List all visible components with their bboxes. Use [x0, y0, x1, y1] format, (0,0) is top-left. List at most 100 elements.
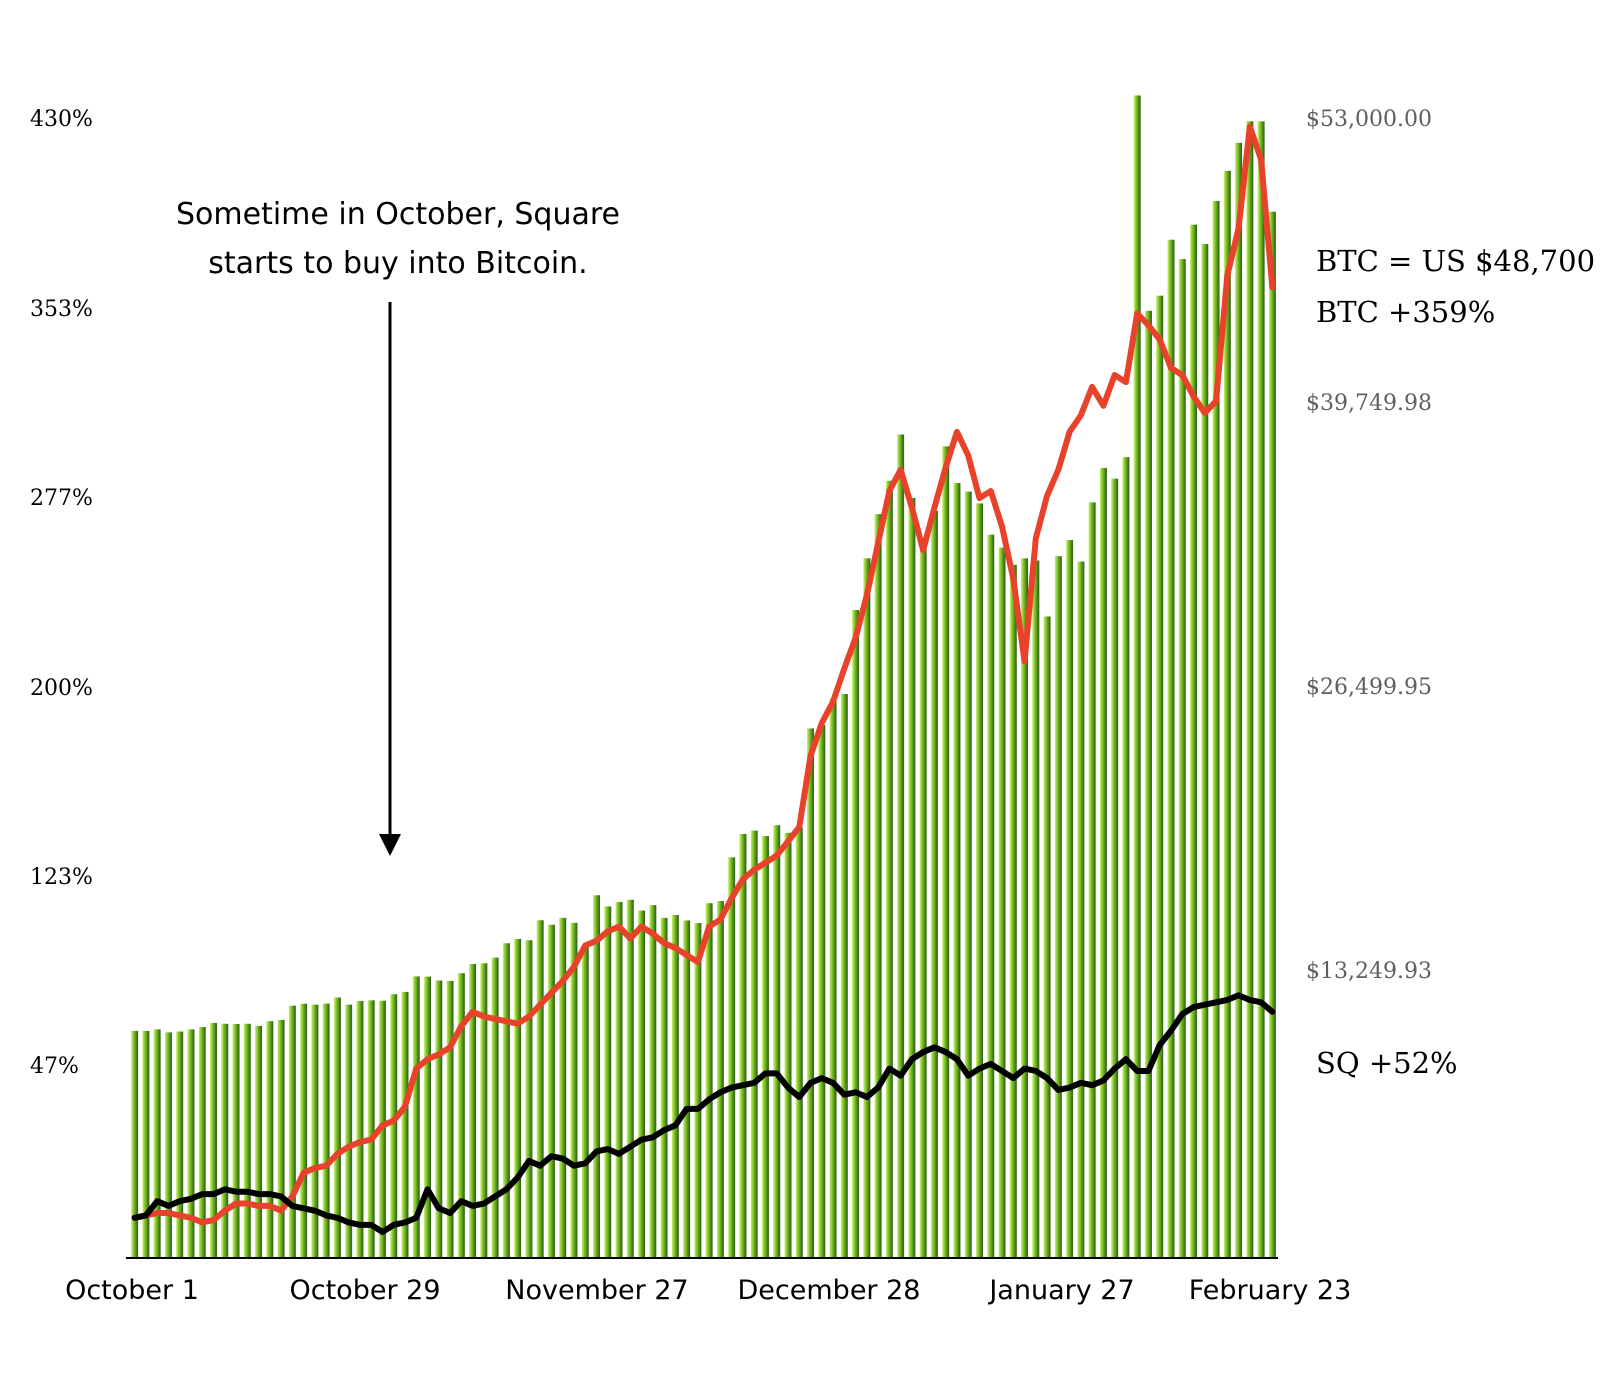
btc-price-bar [874, 514, 882, 1258]
btc-price-bar [514, 938, 522, 1258]
btc-pct-label: BTC +359% [1316, 295, 1495, 329]
btc-price-bar [536, 920, 544, 1258]
x-tick-label: October 29 [290, 1275, 441, 1306]
sq-pct-label: SQ +52% [1316, 1046, 1458, 1080]
btc-price-bar [502, 943, 510, 1258]
btc-price-bar [987, 534, 995, 1258]
x-tick-label: December 28 [738, 1275, 921, 1306]
btc-price-bar [964, 491, 972, 1259]
annotation: Sometime in October, Square starts to bu… [176, 197, 620, 856]
btc-price-bar [1122, 457, 1130, 1258]
btc-price-bar [1167, 239, 1175, 1258]
btc-price-bar [581, 945, 589, 1258]
btc-price-bar [1054, 556, 1062, 1258]
btc-price-bar [198, 1027, 206, 1258]
btc-price-bar [694, 923, 702, 1258]
btc-price-bar [176, 1031, 184, 1258]
right-tick-label: $13,249.93 [1306, 959, 1432, 984]
btc-price-bar [908, 498, 916, 1258]
btc-price-bar [919, 547, 927, 1258]
end-labels: BTC = US $48,700 BTC +359% SQ +52% [1316, 244, 1595, 1080]
btc-price-bar [626, 899, 634, 1258]
right-tick-label: $39,749.98 [1306, 391, 1432, 416]
btc-price-bar [491, 957, 499, 1258]
btc-price-bar [863, 558, 871, 1258]
btc-price-bar [773, 825, 781, 1258]
btc-price-bar [424, 976, 431, 1258]
btc-price-bar [356, 1000, 364, 1258]
btc-price-bar [446, 980, 454, 1258]
x-axis: October 1 October 29 November 27 Decembe… [65, 1275, 1351, 1306]
left-tick-label: 47% [30, 1054, 79, 1079]
annotation-line-2: starts to buy into Bitcoin. [208, 246, 587, 281]
btc-price-bar [131, 1030, 139, 1258]
btc-price-bar [221, 1023, 229, 1258]
btc-price-bar [840, 693, 848, 1258]
btc-price-bar [852, 610, 860, 1258]
btc-price-bar [953, 482, 961, 1259]
btc-price-bar [660, 917, 668, 1258]
btc-price-bar [480, 963, 488, 1258]
btc-price-bar [570, 922, 578, 1258]
btc-price-bar [1144, 310, 1152, 1258]
btc-price-bar [277, 1019, 285, 1258]
btc-price-bar [615, 901, 623, 1258]
left-tick-label: 123% [30, 865, 93, 890]
btc-price-bar [1178, 259, 1186, 1259]
btc-price-bar [604, 906, 612, 1258]
annotation-arrow-head [379, 834, 401, 856]
btc-price-bar [705, 903, 713, 1258]
btc-price-bar [942, 446, 950, 1258]
btc-price-bar [897, 434, 905, 1258]
btc-price-bar [1066, 540, 1074, 1258]
btc-price-bar [683, 920, 691, 1258]
btc-price-bar [401, 991, 409, 1258]
btc-price-bar [638, 910, 646, 1258]
btc-price-bar [142, 1030, 150, 1258]
x-tick-label: February 23 [1189, 1275, 1352, 1306]
btc-price-bar [1099, 467, 1107, 1258]
btc-price-bar [1077, 561, 1085, 1258]
x-tick-label: October 1 [65, 1275, 199, 1306]
btc-price-bar [818, 725, 826, 1258]
right-y-axis: $53,000.00 $39,749.98 $26,499.95 $13,249… [1306, 107, 1432, 984]
btc-price-bar [750, 830, 758, 1258]
btc-price-label: BTC = US $48,700 [1316, 244, 1595, 278]
btc-price-bar [547, 924, 555, 1258]
btc-price-bar [1268, 211, 1276, 1259]
btc-price-bar [345, 1004, 353, 1258]
left-tick-label: 430% [30, 107, 93, 132]
x-tick-label: January 27 [987, 1275, 1134, 1306]
btc-price-bar [716, 901, 724, 1258]
btc-price-bar [1235, 142, 1243, 1259]
btc-price-bar [311, 1004, 319, 1258]
btc-price-bar [322, 1003, 330, 1258]
btc-price-bar [333, 997, 341, 1258]
btc-price-bar [390, 994, 398, 1258]
btc-price-bar [1190, 224, 1197, 1258]
btc-price-bar [795, 827, 803, 1258]
btc-price-bar [525, 940, 533, 1258]
btc-price-bar [739, 833, 747, 1258]
btc-price-bar [1021, 558, 1029, 1258]
btc-price-bar [209, 1022, 217, 1258]
btc-price-bar [153, 1029, 161, 1258]
btc-price-bar [671, 915, 679, 1258]
btc-price-bar [1257, 121, 1265, 1258]
btc-price-bar [1043, 616, 1051, 1258]
left-tick-label: 277% [30, 486, 93, 511]
btc-price-bar [1223, 170, 1231, 1258]
btc-price-bar [367, 1000, 375, 1258]
btc-price-bar [930, 510, 938, 1259]
btc-price-bar [1088, 502, 1096, 1258]
btc-price-bar [649, 905, 657, 1258]
btc-price-bar [288, 1005, 296, 1258]
btc-price-bar [457, 973, 465, 1258]
btc-price-bar [1156, 295, 1164, 1258]
btc-price-bar [1133, 95, 1141, 1259]
btc-price-bar [559, 917, 567, 1258]
btc-price-bar [592, 895, 600, 1258]
series-lines [131, 123, 1276, 1235]
btc-price-bar [164, 1032, 172, 1258]
